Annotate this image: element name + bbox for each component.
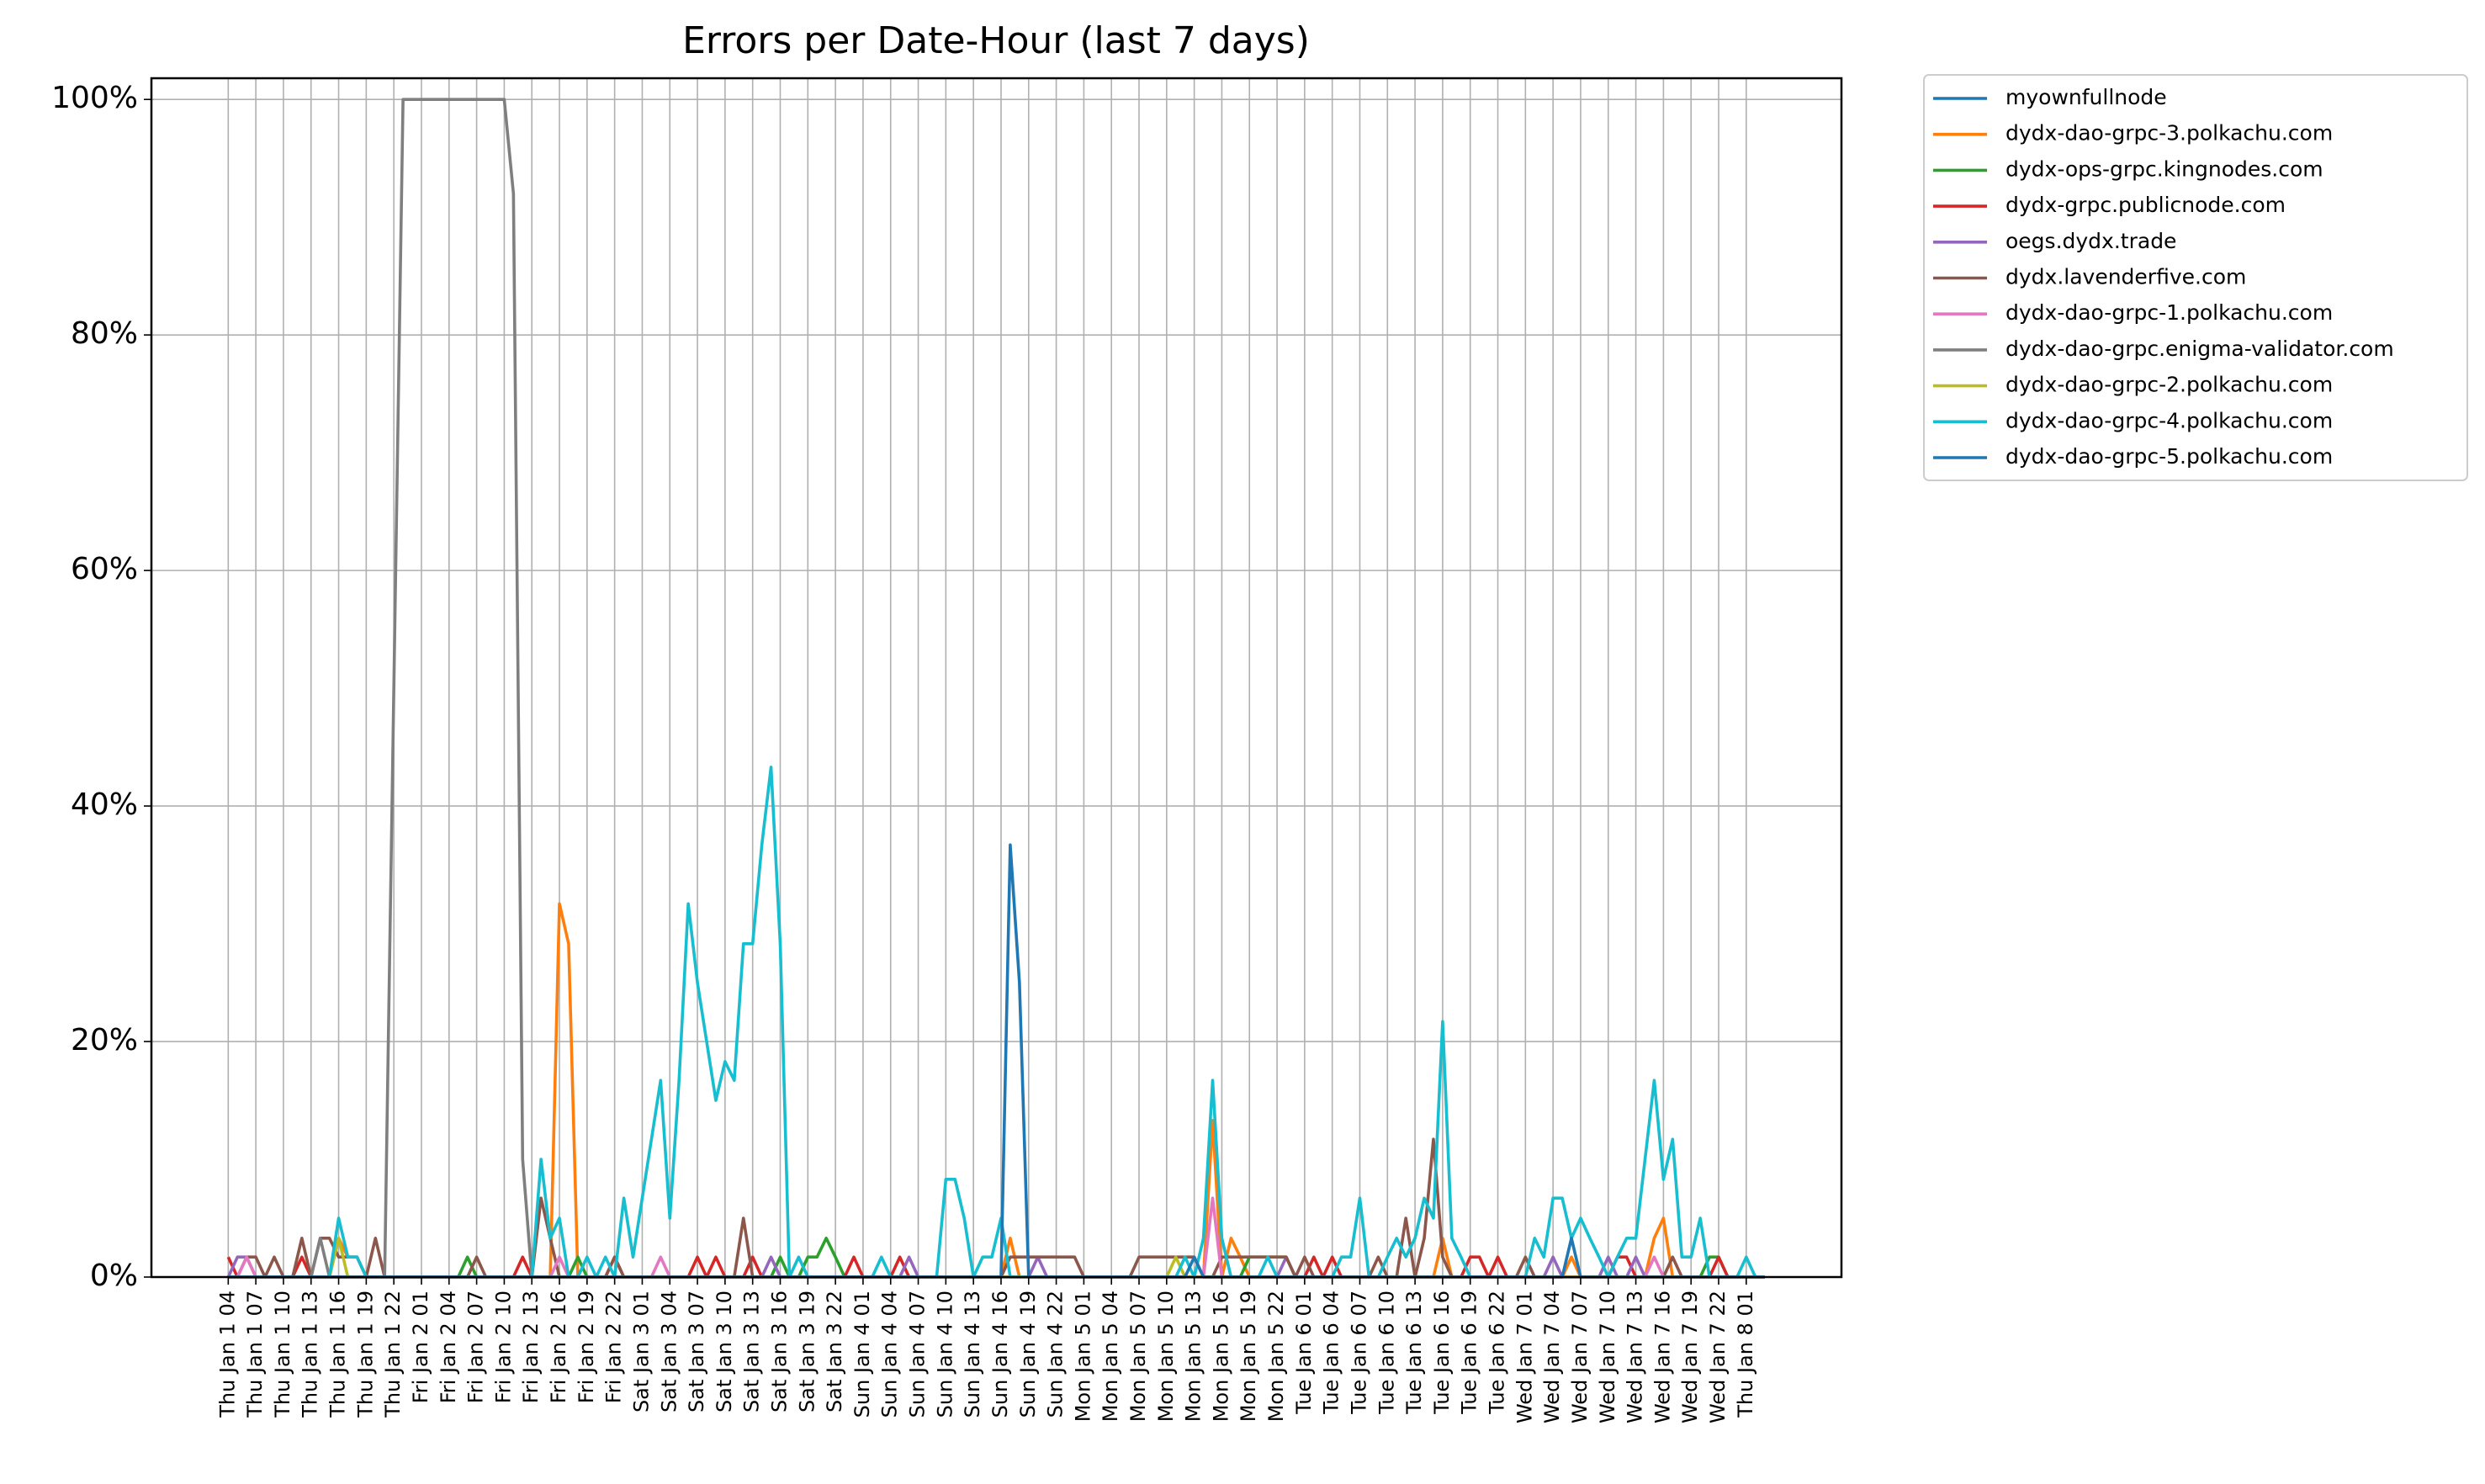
x-tick-label: Sat Jan 3 16 bbox=[767, 1291, 791, 1412]
x-tick-label: Sun Jan 4 04 bbox=[878, 1291, 902, 1418]
legend-label: dydx-ops-grpc.kingnodes.com bbox=[2005, 156, 2323, 181]
legend-label: dydx-dao-grpc-1.polkachu.com bbox=[2005, 300, 2333, 325]
y-tick-label: 20% bbox=[71, 1023, 138, 1057]
x-tick-label: Wed Jan 7 10 bbox=[1596, 1291, 1619, 1423]
legend-label: dydx-dao-grpc-5.polkachu.com bbox=[2005, 444, 2333, 469]
x-tick-label: Sat Jan 3 07 bbox=[685, 1291, 708, 1412]
x-tick-label: Mon Jan 5 01 bbox=[1071, 1291, 1094, 1422]
legend-label: dydx-dao-grpc-2.polkachu.com bbox=[2005, 373, 2333, 397]
x-tick-label: Sun Jan 4 07 bbox=[906, 1291, 930, 1418]
x-tick-label: Fri Jan 2 07 bbox=[464, 1291, 488, 1403]
x-tick-label: Mon Jan 5 04 bbox=[1099, 1291, 1122, 1422]
x-tick-label: Wed Jan 7 04 bbox=[1540, 1291, 1564, 1423]
x-tick-label: Fri Jan 2 04 bbox=[437, 1291, 460, 1403]
legend-label: dydx-dao-grpc.enigma-validator.com bbox=[2005, 337, 2394, 361]
legend-box bbox=[1923, 74, 2468, 481]
x-tick-label: Wed Jan 7 22 bbox=[1706, 1291, 1730, 1423]
x-tick-label: Thu Jan 1 07 bbox=[243, 1291, 267, 1418]
x-tick-label: Thu Jan 1 04 bbox=[215, 1291, 239, 1418]
x-tick-label: Wed Jan 7 07 bbox=[1568, 1291, 1592, 1423]
legend-label: myownfullnode bbox=[2005, 85, 2167, 109]
x-tick-label: Tue Jan 6 07 bbox=[1347, 1291, 1370, 1415]
x-tick-label: Sun Jan 4 19 bbox=[1016, 1291, 1040, 1418]
legend-label: oegs.dydx.trade bbox=[2005, 229, 2176, 253]
x-tick-label: Mon Jan 5 13 bbox=[1182, 1291, 1205, 1422]
x-tick-label: Sat Jan 3 13 bbox=[740, 1291, 764, 1412]
ticks: 0%20%40%60%80%100%Thu Jan 1 04 Thu Jan 1 … bbox=[51, 81, 1757, 1423]
axes-frame bbox=[150, 77, 1843, 1279]
y-tick-label: 0% bbox=[90, 1259, 138, 1293]
x-tick-label: Fri Jan 2 22 bbox=[602, 1291, 626, 1403]
x-tick-label: Sun Jan 4 13 bbox=[961, 1291, 984, 1418]
x-tick-label: Sun Jan 4 01 bbox=[850, 1291, 874, 1418]
x-tick-label: Mon Jan 5 10 bbox=[1154, 1291, 1178, 1422]
x-tick-label: Tue Jan 6 10 bbox=[1375, 1291, 1398, 1415]
x-tick-label: Wed Jan 7 13 bbox=[1624, 1291, 1647, 1423]
x-tick-label: Tue Jan 6 16 bbox=[1430, 1291, 1454, 1415]
x-tick-label: Sat Jan 3 19 bbox=[795, 1291, 819, 1412]
x-tick-label: Wed Jan 7 16 bbox=[1650, 1291, 1674, 1423]
x-tick-label: Tue Jan 6 13 bbox=[1402, 1291, 1426, 1415]
x-tick-label: Mon Jan 5 19 bbox=[1237, 1291, 1260, 1422]
legend-label: dydx-dao-grpc-3.polkachu.com bbox=[2005, 121, 2333, 146]
x-tick-label: Fri Jan 2 16 bbox=[547, 1291, 570, 1403]
x-tick-label: Thu Jan 1 16 bbox=[326, 1291, 350, 1418]
y-tick-label: 100% bbox=[51, 81, 138, 115]
x-tick-label: Sat Jan 3 22 bbox=[823, 1291, 846, 1412]
x-tick-label: Wed Jan 7 19 bbox=[1678, 1291, 1702, 1423]
legend-label: dydx.lavenderfive.com bbox=[2005, 265, 2246, 289]
x-tick-label: Sat Jan 3 01 bbox=[629, 1291, 653, 1412]
x-tick-label: Tue Jan 6 04 bbox=[1320, 1291, 1343, 1415]
x-tick-label: Sun Jan 4 10 bbox=[933, 1291, 956, 1418]
y-tick-label: 80% bbox=[71, 316, 138, 351]
chart-title: Errors per Date-Hour (last 7 days) bbox=[682, 19, 1310, 62]
legend: myownfullnode dydx-dao-grpc-3.polkachu.co… bbox=[1933, 85, 2394, 469]
grid bbox=[151, 78, 1841, 1278]
x-tick-label: Thu Jan 8 01 bbox=[1734, 1291, 1757, 1418]
x-tick-label: Wed Jan 7 01 bbox=[1513, 1291, 1536, 1423]
x-tick-label: Tue Jan 6 19 bbox=[1458, 1291, 1481, 1415]
x-tick-label: Thu Jan 1 13 bbox=[299, 1291, 322, 1418]
x-tick-label: Tue Jan 6 22 bbox=[1486, 1291, 1509, 1415]
x-tick-label: Mon Jan 5 07 bbox=[1126, 1291, 1150, 1422]
x-tick-label: Mon Jan 5 16 bbox=[1209, 1291, 1232, 1422]
x-tick-label: Tue Jan 6 01 bbox=[1292, 1291, 1316, 1415]
x-tick-label: Mon Jan 5 22 bbox=[1264, 1291, 1288, 1422]
x-tick-label: Thu Jan 1 10 bbox=[271, 1291, 294, 1418]
x-tick-label: Sat Jan 3 04 bbox=[657, 1291, 681, 1412]
y-tick-label: 40% bbox=[71, 787, 138, 822]
x-tick-label: Fri Jan 2 01 bbox=[409, 1291, 432, 1403]
x-tick-label: Fri Jan 2 10 bbox=[491, 1291, 515, 1403]
x-tick-label: Sun Jan 4 22 bbox=[1044, 1291, 1068, 1418]
x-tick-label: Sat Jan 3 10 bbox=[713, 1291, 736, 1412]
x-tick-label: Fri Jan 2 19 bbox=[575, 1291, 598, 1403]
legend-label: dydx-dao-grpc-4.polkachu.com bbox=[2005, 408, 2333, 432]
x-tick-label: Thu Jan 1 19 bbox=[353, 1291, 377, 1418]
legend-label: dydx-grpc.publicnode.com bbox=[2005, 193, 2286, 217]
x-tick-label: Fri Jan 2 13 bbox=[519, 1291, 543, 1403]
y-tick-label: 60% bbox=[71, 552, 138, 586]
x-tick-label: Thu Jan 1 22 bbox=[381, 1291, 405, 1418]
x-tick-label: Sun Jan 4 16 bbox=[988, 1291, 1012, 1418]
